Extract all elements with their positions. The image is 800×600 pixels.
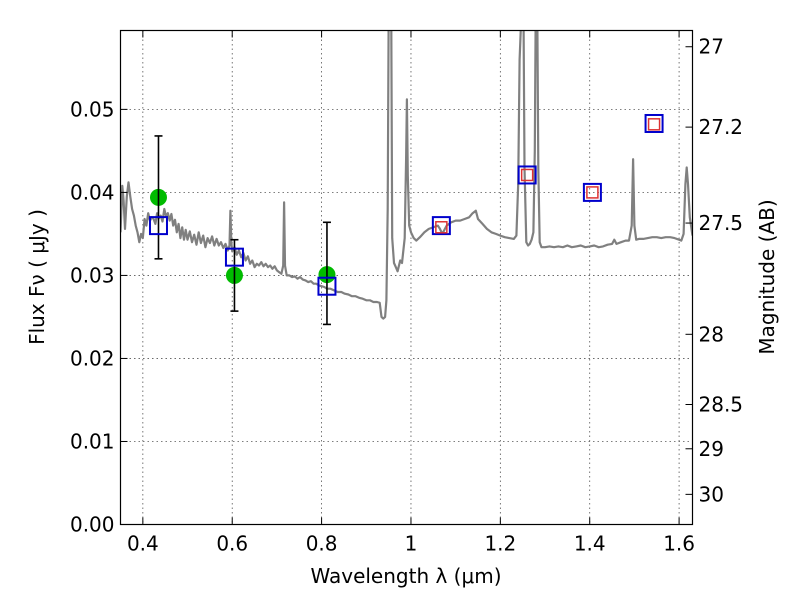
y-tick-label: 0.01: [70, 429, 115, 453]
plot-frame: [119, 29, 694, 526]
right-tick-label: 30: [699, 482, 724, 506]
model-point: [431, 216, 451, 236]
y-tick-label: 0.04: [70, 180, 115, 204]
model-point: [517, 165, 537, 185]
x-tick-label: 0.8: [306, 532, 338, 556]
right-tick-label: 27: [699, 35, 724, 59]
model-inner-point: [520, 168, 534, 182]
model-inner-point: [586, 186, 599, 199]
right-tick-label: 28.5: [699, 392, 744, 416]
y-tick-label: 0.05: [70, 97, 115, 121]
model-point: [148, 216, 168, 236]
right-tick-label: 28: [699, 322, 724, 346]
model-inner-point: [647, 118, 661, 131]
model-point: [644, 113, 664, 133]
x-tick-label: 1.4: [574, 532, 606, 556]
y-tick-label: 0.02: [70, 346, 115, 370]
y-tick-label: 0.03: [70, 263, 115, 287]
right-tick-label: 29: [699, 437, 724, 461]
axis-ticks: 0.4 0.6 0.8 1 1.2 1.4 1.6 0.00 0.01 0.02 0.03 0.04 0…: [70, 30, 744, 556]
right-tick-label: 27.2: [699, 115, 744, 139]
y-tick-label: 0.00: [70, 513, 115, 537]
x-axis-label: Wavelength λ (μm): [310, 564, 501, 588]
y-axis-label: Flux Fν ( μJy ): [25, 209, 49, 345]
x-tick-label: 1: [405, 532, 418, 556]
right-tick-label: 27.5: [699, 211, 744, 235]
model-point: [582, 182, 602, 202]
spectrum-line: [120, 30, 693, 320]
x-tick-label: 0.4: [127, 532, 159, 556]
x-tick-label: 1.6: [663, 532, 695, 556]
x-tick-label: 0.6: [216, 532, 248, 556]
model-point: [317, 276, 337, 296]
model-inner-point: [435, 221, 448, 234]
x-tick-label: 1.2: [484, 532, 516, 556]
model-point: [224, 247, 244, 267]
plot-area: [120, 30, 693, 326]
right-axis-label: Magnitude (AB): [755, 199, 779, 354]
